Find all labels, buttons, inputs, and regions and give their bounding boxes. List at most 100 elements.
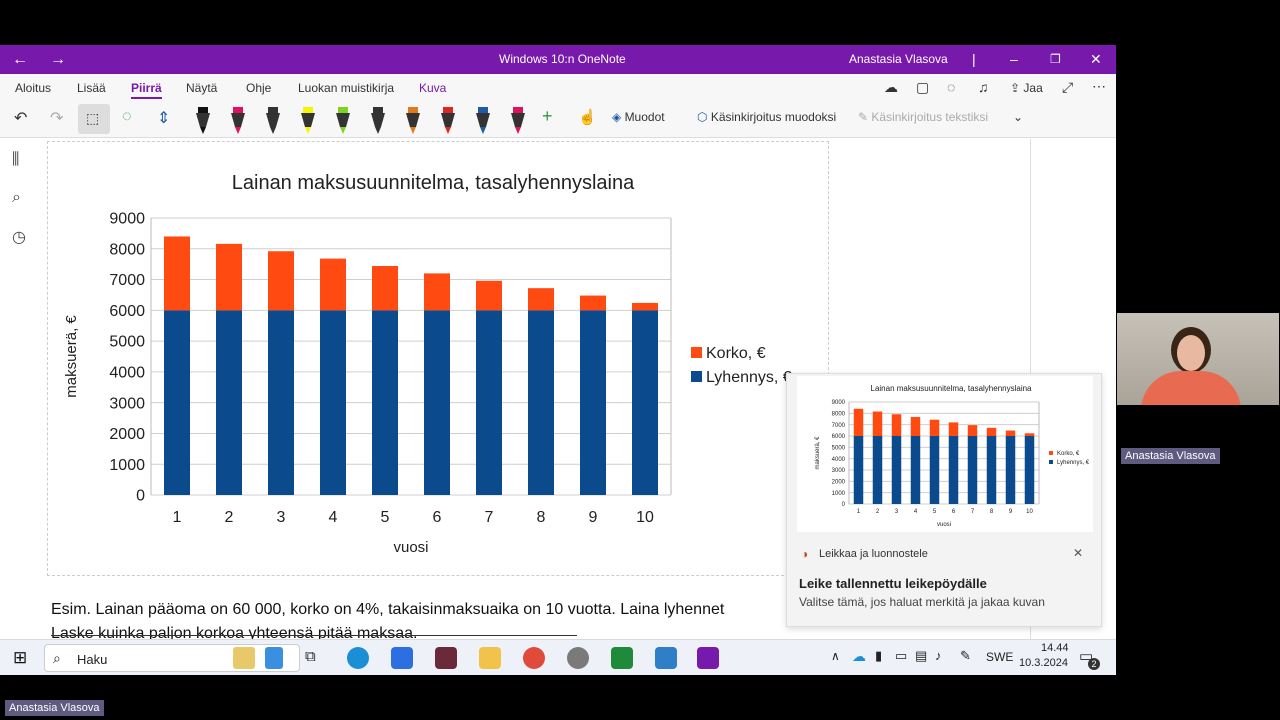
lasso-add-icon[interactable]: ◌: [122, 108, 132, 125]
back-arrow-icon[interactable]: ←: [12, 51, 28, 68]
note-line-2[interactable]: Laske kuinka paljon korkoa yhteensä pitä…: [51, 625, 418, 642]
microphone-icon[interactable]: ▮: [875, 648, 883, 663]
ink-to-text-icon: ✎: [858, 110, 872, 124]
redo-icon[interactable]: ↷: [50, 110, 64, 127]
snip-thumbnail[interactable]: Lainan maksusuunnitelma, tasalyhennyslai…: [797, 376, 1093, 532]
close-icon[interactable]: ✕: [1073, 546, 1084, 560]
pen-4-icon[interactable]: [299, 107, 317, 135]
more-icon[interactable]: ⋯: [1092, 78, 1106, 94]
store-icon[interactable]: [391, 647, 413, 669]
person-face: [1177, 335, 1205, 371]
ink-to-shape-button[interactable]: ⬡ Käsinkirjoitus muodoksi: [697, 110, 837, 124]
y-tick-label: 0: [136, 488, 145, 505]
y-tick-label: 9000: [832, 400, 846, 406]
x-tick-label: 2: [876, 509, 880, 515]
pen-2-icon[interactable]: [229, 107, 247, 135]
taskbar-search-box[interactable]: ⌕ Haku: [44, 644, 300, 672]
sync-icon[interactable]: ☁: [884, 79, 898, 95]
user-name[interactable]: Anastasia Vlasova: [849, 52, 948, 66]
onenote-taskbar-icon[interactable]: [697, 647, 719, 669]
language-indicator[interactable]: SWE: [986, 650, 1014, 664]
tab-aloitus[interactable]: Aloitus: [15, 81, 52, 95]
restore-icon[interactable]: ❐: [1050, 52, 1061, 66]
chevron-down-icon[interactable]: ⌄: [1013, 110, 1024, 124]
pen-menu-icon[interactable]: ✎: [960, 648, 971, 663]
network-icon[interactable]: ▤: [915, 648, 928, 663]
page-canvas[interactable]: Lainan maksusuunnitelma, tasalyhennyslai…: [42, 139, 1116, 642]
windows-start-icon[interactable]: ⊞: [13, 648, 28, 667]
tab-luokan-muistikirja[interactable]: Luokan muistikirja: [298, 81, 395, 95]
chevron-up-icon[interactable]: ∧: [831, 649, 840, 663]
notebooks-icon[interactable]: ⫼: [12, 151, 20, 168]
lightbulb-icon[interactable]: ◌: [947, 79, 956, 95]
legend-swatch: [1049, 451, 1053, 455]
pen-10-icon[interactable]: [509, 107, 527, 135]
video-app-icon[interactable]: [435, 647, 457, 669]
undo-icon[interactable]: ↶: [14, 110, 28, 127]
bar-korko-9: [1005, 430, 1016, 436]
notification-body: Valitse tämä, jos haluat merkitä ja jaka…: [799, 595, 1045, 609]
photos-icon[interactable]: [655, 647, 677, 669]
bar-korko-1: [853, 408, 864, 436]
battery-icon[interactable]: ▭: [895, 648, 908, 663]
expand-icon[interactable]: ⤢: [1062, 79, 1074, 95]
recent-icon[interactable]: ◷: [12, 229, 26, 246]
y-tick-label: 4000: [832, 457, 846, 463]
ink-to-shape-icon: ⬡: [697, 110, 711, 124]
lasso-select-button[interactable]: [78, 104, 110, 134]
settings-app-icon[interactable]: [567, 647, 589, 669]
bar-korko-4: [910, 416, 921, 436]
bell-icon[interactable]: ♫: [978, 79, 989, 95]
pen-5-icon[interactable]: [334, 107, 352, 135]
y-tick-label: 2000: [832, 479, 846, 485]
pages-icon[interactable]: ▢: [916, 79, 930, 95]
share-button[interactable]: ⇪ Jaa: [1010, 81, 1043, 95]
task-view-icon[interactable]: ⧉: [305, 648, 316, 665]
ink-to-text-button[interactable]: ✎ Käsinkirjoitus tekstiksi: [858, 110, 989, 124]
excel-icon[interactable]: [611, 647, 633, 669]
tab-piirra[interactable]: Piirrä: [131, 81, 162, 99]
tab-nayta[interactable]: Näytä: [186, 81, 218, 95]
tab-lisaa[interactable]: Lisää: [77, 81, 106, 95]
minimize-icon[interactable]: –: [1010, 51, 1018, 67]
x-tick-label: 3: [895, 509, 899, 515]
search-icon: ⌕: [53, 650, 61, 666]
forward-arrow-icon[interactable]: →: [50, 51, 66, 68]
x-axis-label: vuosi: [393, 539, 428, 556]
y-tick-label: 5000: [109, 334, 145, 351]
chart-title: Lainan maksusuunnitelma, tasalyhennyslai…: [232, 172, 635, 194]
chrome-icon[interactable]: [523, 647, 545, 669]
search-icon[interactable]: ⌕: [12, 189, 21, 206]
bar-korko-1: [164, 236, 190, 311]
pen-7-icon[interactable]: [404, 107, 422, 135]
pen-9-icon[interactable]: [474, 107, 492, 135]
shapes-button[interactable]: ◈ Muodot: [612, 110, 665, 124]
y-tick-label: 1000: [109, 457, 145, 474]
snip-notification[interactable]: Lainan maksusuunnitelma, tasalyhennyslai…: [786, 373, 1102, 627]
tab-kuva[interactable]: Kuva: [419, 81, 447, 95]
file-explorer-icon[interactable]: [479, 647, 501, 669]
x-tick-label: 2: [225, 509, 234, 526]
touch-draw-icon[interactable]: ☝: [578, 109, 597, 126]
close-icon[interactable]: ✕: [1090, 51, 1102, 67]
add-space-icon[interactable]: ⇕: [157, 110, 171, 127]
onedrive-icon[interactable]: ☁: [852, 648, 866, 664]
pen-6-icon[interactable]: [369, 107, 387, 135]
bar-korko-5: [372, 266, 398, 311]
pen-3-icon[interactable]: [264, 107, 282, 135]
clock-date[interactable]: 10.3.2024: [1019, 657, 1068, 669]
thumbnail-chart: Lainan maksusuunnitelma, tasalyhennyslai…: [815, 384, 1090, 528]
note-line-1[interactable]: Esim. Lainan pääoma on 60 000, korko on …: [51, 601, 725, 618]
bar-lyhennys-2: [216, 310, 242, 495]
add-pen-icon[interactable]: +: [542, 106, 553, 126]
volume-icon[interactable]: ♪: [935, 648, 942, 663]
y-tick-label: 2000: [109, 426, 145, 443]
chart-image-frame[interactable]: Lainan maksusuunnitelma, tasalyhennyslai…: [47, 141, 829, 576]
clock-time[interactable]: 14.44: [1041, 642, 1069, 654]
y-tick-label: 5000: [832, 445, 846, 451]
bar-korko-3: [891, 414, 902, 436]
pen-8-icon[interactable]: [439, 107, 457, 135]
pen-1-icon[interactable]: [194, 107, 212, 135]
tab-ohje[interactable]: Ohje: [246, 81, 272, 95]
edge-icon[interactable]: [347, 647, 369, 669]
